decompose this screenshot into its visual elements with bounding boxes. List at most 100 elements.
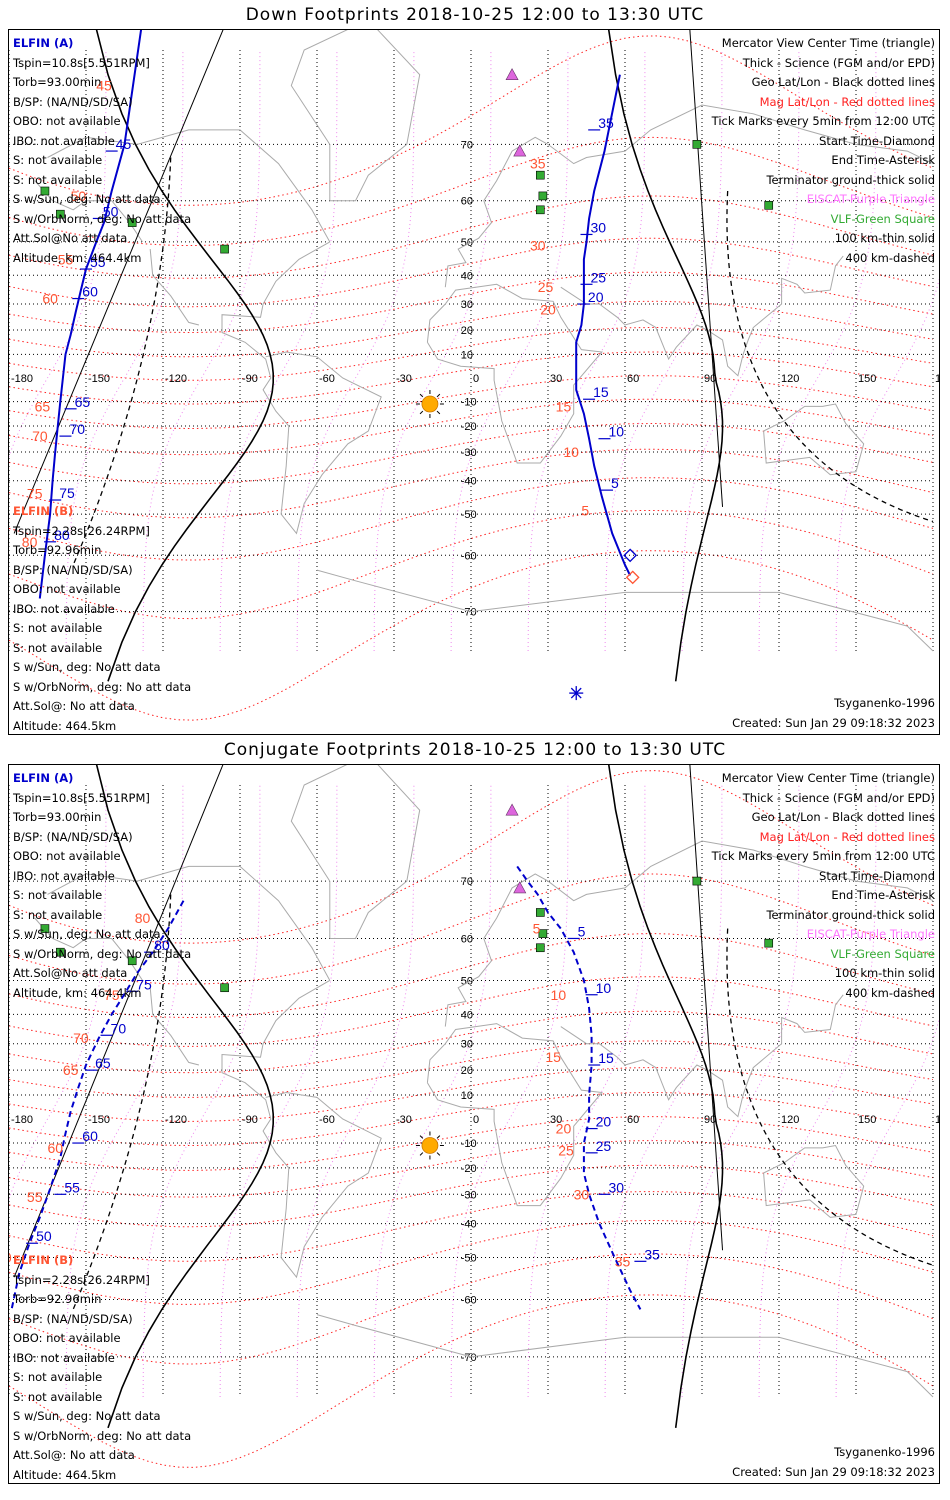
panel-title: Down Footprints 2018-10-25 12:00 to 13:3…: [245, 5, 705, 25]
mag-tick-label: 20: [540, 301, 556, 317]
info-line: Att.Sol@: No att data: [13, 1448, 135, 1462]
info-line: OBO: not available: [13, 849, 121, 863]
info-line: S w/OrbNorm, deg: No att data: [13, 679, 192, 694]
mag-lon-line: [373, 50, 492, 652]
info-line: S: not available: [13, 1370, 103, 1384]
info-line: Altitude, km: 464.4km: [13, 250, 142, 265]
lon-tick-label: 150: [858, 373, 876, 385]
lon-tick-label: -90: [242, 373, 258, 385]
coastline: [560, 994, 844, 1118]
info-line: OBO: not available: [13, 582, 121, 596]
legend-entry: VLF-Green Square: [830, 211, 935, 226]
coastline: [47, 865, 382, 1279]
legend-entry: Mercator View Center Time (triangle): [721, 36, 935, 50]
info-line: S w/Sun, deg: No att data: [13, 1409, 161, 1423]
legend-entry: Geo Lat/Lon - Black dotted lines: [751, 810, 935, 824]
down-footprints-panel: Down Footprints 2018-10-25 12:00 to 13:3…: [0, 0, 950, 740]
info-line: IBO: not available: [13, 868, 115, 883]
elfin-b-label: ELFIN (B): [13, 504, 74, 518]
legend-entry: Tick Marks every 5min from 12:00 UTC: [711, 849, 935, 863]
time-tick-label: 10: [596, 980, 612, 996]
coastline: [149, 249, 200, 326]
sun-ray: [419, 1152, 424, 1156]
elfin-a-label: ELFIN (A): [13, 36, 74, 50]
mag-lon-line: [65, 50, 184, 652]
mag-tick-label: 20: [556, 1121, 572, 1137]
lon-tick-label: -180: [11, 1114, 33, 1126]
vlf-site-marker: [56, 209, 65, 219]
vlf-site-marker: [535, 205, 545, 215]
start-diamond: [623, 548, 638, 563]
info-line: Torb=93.00min: [13, 75, 102, 89]
legend: Mercator View Center Time (triangle) Thi…: [712, 769, 935, 1003]
lat-tick-label: -20: [461, 1163, 477, 1175]
lat-tick-label: -20: [461, 421, 477, 433]
mag-tick-label: 60: [47, 1140, 63, 1156]
lat-tick-label: -70: [461, 1352, 477, 1364]
mag-tick-label: 10: [551, 987, 567, 1003]
info-line: Torb=92.96min: [13, 543, 102, 557]
model-label: Tsyganenko-1996: [834, 1445, 935, 1459]
info-line: S: not available: [13, 907, 103, 922]
mag-tick-label: 50: [9, 1250, 12, 1266]
footprint-trace: [10, 900, 185, 1310]
info-line: Altitude, km: 464.4km: [13, 985, 142, 1000]
mag-tick-label: 35: [615, 1253, 631, 1269]
time-tick-label: 55: [64, 1179, 80, 1195]
lon-tick-label: 30: [550, 1114, 562, 1126]
lat-tick-label: 20: [461, 325, 473, 337]
mag-lat-line: [9, 326, 934, 381]
info-line: Torb=92.96min: [13, 1292, 102, 1306]
mag-tick-label: 70: [73, 1030, 89, 1046]
time-tick-label: 65: [95, 1055, 111, 1071]
eiscat-triangle: [505, 68, 519, 80]
info-line: Tspin=10.8s[5.551RPM]: [13, 790, 150, 805]
vlf-site-marker: [692, 140, 702, 149]
vlf-site-marker: [535, 170, 545, 180]
sun-ray: [436, 410, 441, 415]
info-line: Att.Sol@No att data: [13, 231, 128, 245]
lon-tick-label: -180: [11, 373, 33, 385]
mag-tick-label: 30: [574, 1186, 590, 1202]
info-line: S: not available: [13, 153, 103, 167]
lon-tick-label: -150: [88, 1114, 110, 1126]
map-frame: -180-150-120-90-60-300306090120150180706…: [8, 764, 940, 1484]
lon-tick-label: -150: [88, 373, 110, 385]
info-line: OBO: not available: [13, 1331, 121, 1345]
mag-lat-line: [9, 550, 934, 721]
mag-tick-label: 10: [563, 444, 579, 460]
time-tick-label: 30: [591, 219, 607, 235]
lon-tick-label: 60: [627, 373, 639, 385]
info-line: Tspin=10.8s[5.551RPM]: [13, 55, 150, 70]
mag-lat-line: [9, 237, 934, 308]
mag-lon-line: [142, 50, 261, 652]
legend-entry: End Time-Asterisk: [831, 153, 935, 167]
coastline: [426, 1023, 603, 1207]
eiscat-triangle: [513, 881, 527, 894]
elfin-b-info: ELFIN (B) Tspin=2.28s[26.24RPM] Torb=92.…: [13, 502, 192, 734]
time-tick-label: 5: [611, 475, 619, 491]
sun-ray: [419, 410, 424, 415]
created-label: Created: Sun Jan 29 09:18:32 2023: [732, 1465, 935, 1479]
altitude-400km-line: [726, 190, 934, 523]
time-tick-label: 80: [154, 937, 170, 953]
vlf-site-marker: [535, 943, 545, 953]
mag-lon-line: [219, 785, 338, 1398]
vlf-site-marker: [692, 876, 702, 886]
lat-tick-label: -50: [461, 509, 477, 521]
conjugate-footprints-panel: Conjugate Footprints 2018-10-25 12:00 to…: [0, 740, 950, 1500]
lat-tick-label: -10: [461, 1138, 477, 1150]
legend-entry: 100 km-thin solid: [834, 231, 935, 245]
lon-tick-label: -60: [319, 373, 335, 385]
lat-tick-label: 10: [461, 349, 473, 361]
mag-lat-line: [9, 1191, 934, 1262]
mag-lon-line: [604, 50, 723, 652]
terminator-line: [95, 30, 274, 682]
mag-lat-line: [9, 1219, 934, 1305]
info-line: IBO: not available: [13, 601, 115, 616]
sun-ray: [436, 393, 441, 398]
sun-ray: [419, 393, 424, 398]
legend-entry: EISCAT-Purple Triangle: [806, 192, 935, 206]
time-tick-label: 15: [598, 1050, 614, 1066]
time-tick-label: 60: [82, 1128, 98, 1144]
